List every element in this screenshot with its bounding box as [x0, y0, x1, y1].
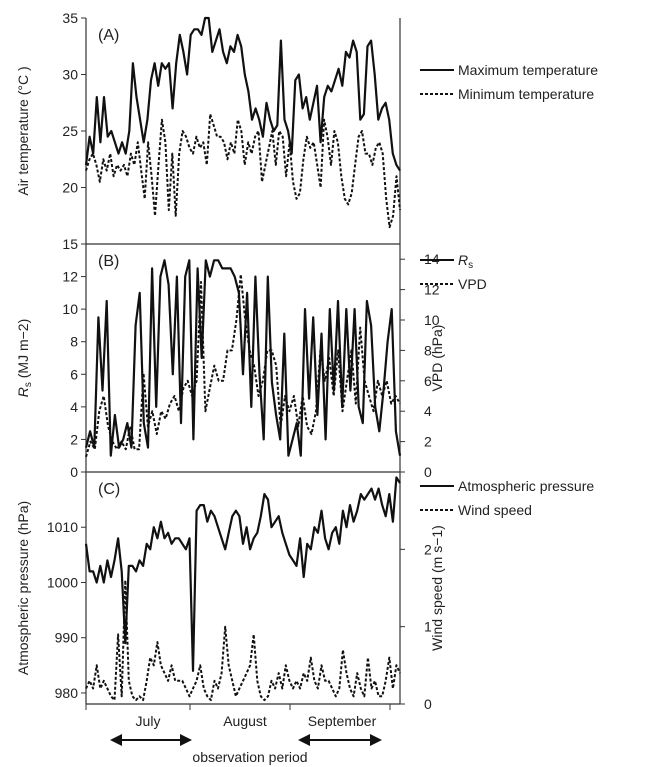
panel-1-y2tick-label: 0 [424, 464, 432, 480]
panel-1-y2tick-label: 4 [424, 403, 432, 419]
panel-0-ytick-label: 35 [62, 10, 78, 26]
panel-0-ylabel: Air temperature (°C ) [15, 66, 31, 195]
panel-2-series-dashed-line [85, 579, 401, 702]
panel-1-y2tick-label: 8 [424, 342, 432, 358]
panel-0-ytick-label: 15 [62, 236, 78, 252]
panel-1-legend-entry: VPD [458, 276, 487, 292]
panel-0-legend-entry: Maximum temperature [458, 62, 598, 78]
panel-0-ytick-label: 30 [62, 67, 78, 83]
panel-2-ytick-label: 990 [55, 630, 79, 646]
panel-1-legend-entry: Rs [458, 252, 473, 271]
arrow-left-left-head [110, 734, 122, 746]
panel-0-series-solid-line [84, 16, 401, 172]
panel-1-y2tick-label: 2 [424, 434, 432, 450]
panel-0-label: (A) [98, 27, 119, 44]
panel-2-label: (C) [98, 481, 120, 498]
arrow-left-right-head [180, 734, 192, 746]
panel-1-y2tick-label: 10 [424, 312, 440, 328]
panel-2-y2label: Wind speed (m s−1) [429, 525, 445, 651]
xtick-label-july: July [136, 713, 161, 729]
panel-1-ytick-label: 6 [70, 366, 78, 382]
panel-0-ytick-label: 20 [62, 180, 78, 196]
xtick-label-september: September [308, 713, 377, 729]
panel-1-series-dashed-line [85, 273, 401, 458]
panel-2-series-solid-line [84, 476, 401, 672]
panel-2-ytick-label: 1000 [47, 574, 78, 590]
panel-2-ytick-label: 1010 [47, 519, 78, 535]
panel-1-ytick-label: 10 [62, 301, 78, 317]
panel-1-y2tick-label: 12 [424, 282, 440, 298]
panel-1-ytick-label: 0 [70, 464, 78, 480]
panel-1-label: (B) [98, 253, 119, 270]
arrow-right-left-head [298, 734, 310, 746]
panel-1-y2tick-label: 6 [424, 373, 432, 389]
panel-2-legend-entry: Atmospheric pressure [458, 478, 594, 494]
panel-2-y2tick-label: 2 [424, 541, 432, 557]
panel-2-ylabel: Atmospheric pressure (hPa) [15, 501, 31, 675]
xtick-label-august: August [223, 713, 267, 729]
panel-2-ytick-label: 980 [55, 685, 79, 701]
panel-1-y2label: VPD (hPa) [429, 325, 445, 392]
panel-2-y2tick-label: 0 [424, 696, 432, 712]
panel-1-series-solid-line [84, 259, 402, 457]
arrow-right-right-head [370, 734, 382, 746]
panel-0-ytick-label: 25 [62, 123, 78, 139]
panel-1-ytick-label: 4 [70, 399, 78, 415]
panel-2-legend-entry: Wind speed [458, 502, 532, 518]
panel-1-ylabel: Rs (MJ m−2) [15, 319, 34, 398]
panel-0-legend-entry: Minimum temperature [458, 86, 594, 102]
panel-1-ytick-label: 12 [62, 269, 78, 285]
panel-1-ytick-label: 8 [70, 334, 78, 350]
panel-2-y2tick-label: 1 [424, 619, 432, 635]
panel-0-series-dashed-line [85, 113, 401, 229]
observation-period-label: observation period [192, 749, 307, 765]
panel-1-ytick-label: 2 [70, 431, 78, 447]
